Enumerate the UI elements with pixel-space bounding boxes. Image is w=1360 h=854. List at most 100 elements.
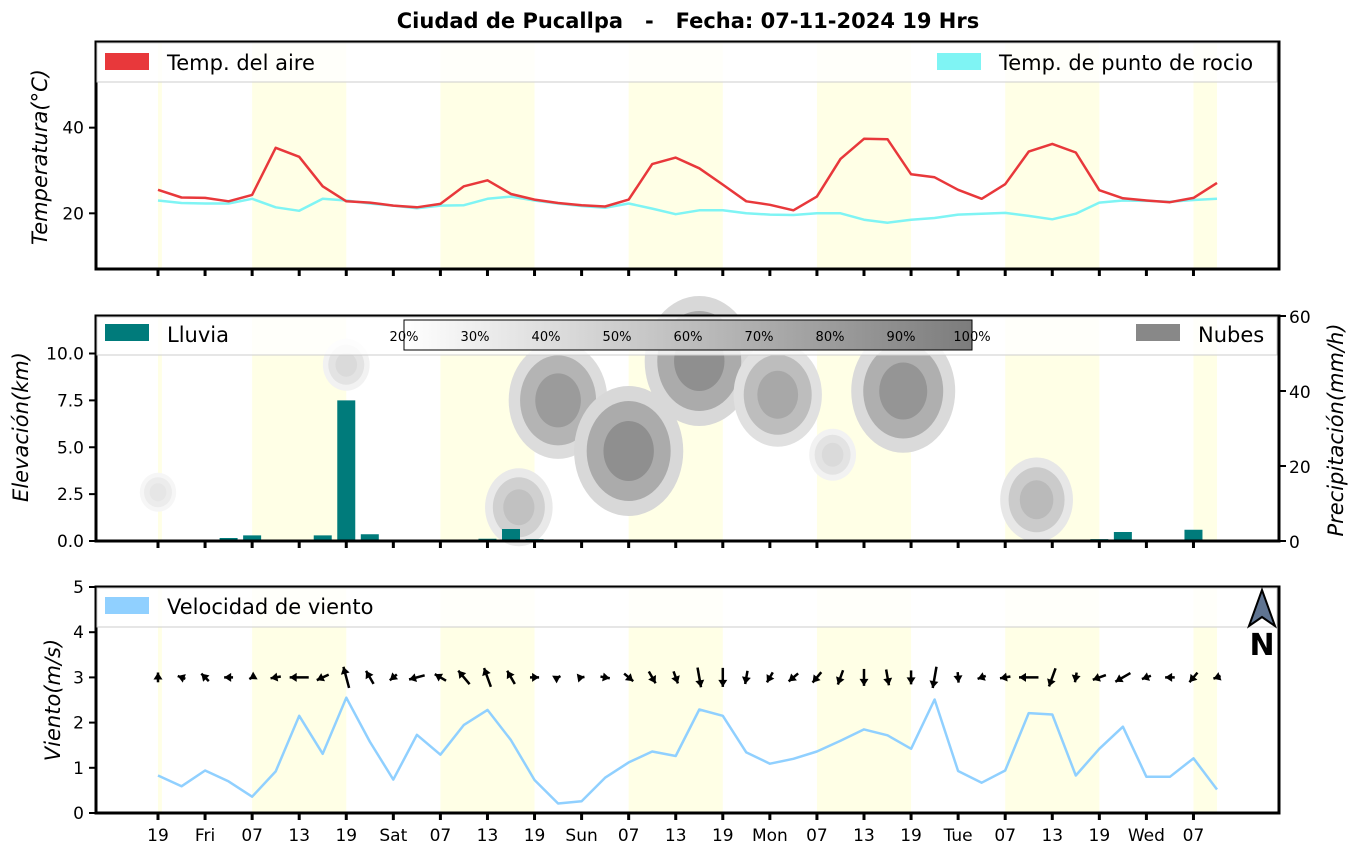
y-tick-label: 0 <box>73 804 84 824</box>
wind-legend: Velocidad de viento <box>96 587 1278 628</box>
x-tick-label: 19 <box>712 826 734 846</box>
compass-north-icon: N <box>1246 587 1278 663</box>
wind-arrow <box>741 670 751 685</box>
wind-speed-line <box>157 696 1218 805</box>
wind-arrow <box>1018 672 1039 682</box>
x-tick-label: 13 <box>477 826 499 846</box>
temperature-lines <box>157 137 1218 224</box>
wind-arrow <box>977 672 987 681</box>
y-tick-label: 20 <box>62 204 84 224</box>
wind-arrow <box>859 668 869 686</box>
wind-arrow <box>647 670 657 684</box>
cloud-region <box>603 421 654 481</box>
daylight-band <box>158 316 162 541</box>
compass-label: N <box>1249 628 1274 663</box>
legend-label-air-temp: Temp. del aire <box>166 51 315 75</box>
temperature-y-label: Temperatura(°C) <box>28 69 52 245</box>
dew-point-line <box>157 195 1218 224</box>
y-tick-label: 40 <box>62 119 84 139</box>
elevation-y-label: Elevación(km) <box>9 352 33 502</box>
wind-arrow <box>1047 667 1057 687</box>
daylight-band <box>1193 42 1217 269</box>
y-tick-label: 2 <box>73 714 84 734</box>
legend-swatch-rain <box>105 324 149 341</box>
rain-bar <box>313 535 332 541</box>
colorbar-label: 80% <box>816 330 845 345</box>
x-tick-label: 07 <box>1183 826 1205 846</box>
legend-swatch-air-temp <box>105 53 149 70</box>
wind-arrow <box>883 669 893 686</box>
y-tick-label: 20 <box>1289 458 1311 478</box>
x-tick-label: 07 <box>241 826 263 846</box>
wind-arrow <box>718 667 728 687</box>
wind-arrow <box>289 672 309 682</box>
precipitation-y-ticks: 0 20 40 60 <box>1279 308 1311 553</box>
colorbar-label: 50% <box>603 330 632 345</box>
wind-arrow <box>906 670 916 685</box>
wind-direction-arrows <box>153 666 1222 689</box>
x-tick-label: Mon <box>752 826 788 846</box>
cloud-region <box>503 489 535 526</box>
x-tick-label: 19 <box>335 826 357 846</box>
precipitation-panel: 0.0 2.5 5.0 7.5 10.0 0 20 40 60 Elevación(km) P… <box>9 296 1348 553</box>
y-tick-label: 2.5 <box>57 485 84 505</box>
wind-arrow <box>153 672 163 683</box>
precipitation-x-ticks <box>156 541 1195 548</box>
cloud-region <box>335 352 358 377</box>
wind-arrow <box>576 673 585 683</box>
wind-arrow <box>482 667 493 688</box>
wind-arrow <box>434 673 447 682</box>
daylight-band <box>1193 587 1217 813</box>
wind-arrow <box>623 672 635 683</box>
cloud-region <box>879 362 928 420</box>
precipitation-axes-frame <box>94 314 1281 543</box>
colorbar-label: 70% <box>745 330 774 345</box>
wind-arrow <box>836 669 845 685</box>
wind-arrow <box>787 672 799 683</box>
wind-arrow <box>248 671 258 681</box>
colorbar-label: 40% <box>532 330 561 345</box>
wind-arrow <box>200 672 210 683</box>
legend-label-wind-speed: Velocidad de viento <box>167 595 373 619</box>
x-tick-label: 19 <box>524 826 546 846</box>
cloud-region <box>757 370 799 419</box>
cloud-region <box>149 483 167 502</box>
x-tick-label: 19 <box>147 826 169 846</box>
wind-y-label: Viento(m/s) <box>41 639 65 761</box>
air-temp-line <box>157 137 1218 212</box>
wind-arrow <box>340 666 351 689</box>
wind-arrow <box>364 670 375 685</box>
temperature-axes-frame <box>94 40 1281 271</box>
y-tick-label: 5.0 <box>57 438 84 458</box>
y-tick-label: 7.5 <box>57 391 84 411</box>
legend-label-dew-point: Temp. de punto de rocio <box>998 51 1253 75</box>
y-tick-label: 0.0 <box>57 532 84 552</box>
x-tick-label: 07 <box>618 826 640 846</box>
wind-arrow <box>1071 672 1081 683</box>
cloud-region <box>1019 480 1054 520</box>
x-tick-label: 19 <box>1089 826 1111 846</box>
daylight-band <box>1193 316 1217 541</box>
wind-arrow <box>316 673 330 682</box>
wind-arrow <box>1188 671 1199 683</box>
wind-arrow <box>1141 672 1152 681</box>
wind-arrow <box>224 672 234 682</box>
x-tick-label: 13 <box>853 826 875 846</box>
wind-arrow <box>695 667 705 688</box>
wind-arrow <box>765 671 775 684</box>
wind-arrow <box>552 674 562 684</box>
temperature-legend: Temp. del aire Temp. de punto de rocio <box>96 42 1278 83</box>
wind-arrow <box>929 666 939 689</box>
wind-arrow <box>953 672 963 683</box>
elevation-y-ticks: 0.0 2.5 5.0 7.5 10.0 <box>46 345 96 552</box>
y-tick-label: 3 <box>73 668 84 688</box>
x-tick-label: 19 <box>900 826 922 846</box>
wind-arrow <box>506 670 516 685</box>
wind-arrow <box>811 671 823 684</box>
cloud-colorbar: 20% 30% 40% 50% 60% 70% 80% 90% 100% <box>390 319 991 351</box>
wind-arrow <box>600 672 611 682</box>
wind-arrow <box>457 669 471 685</box>
x-tick-label: 07 <box>994 826 1016 846</box>
wind-x-ticks: 19 Fri 07 13 19 Sat 07 13 19 Sun 07 13 19 Mon 07 13 19 Tu… <box>147 813 1204 846</box>
wind-arrow <box>529 672 540 682</box>
